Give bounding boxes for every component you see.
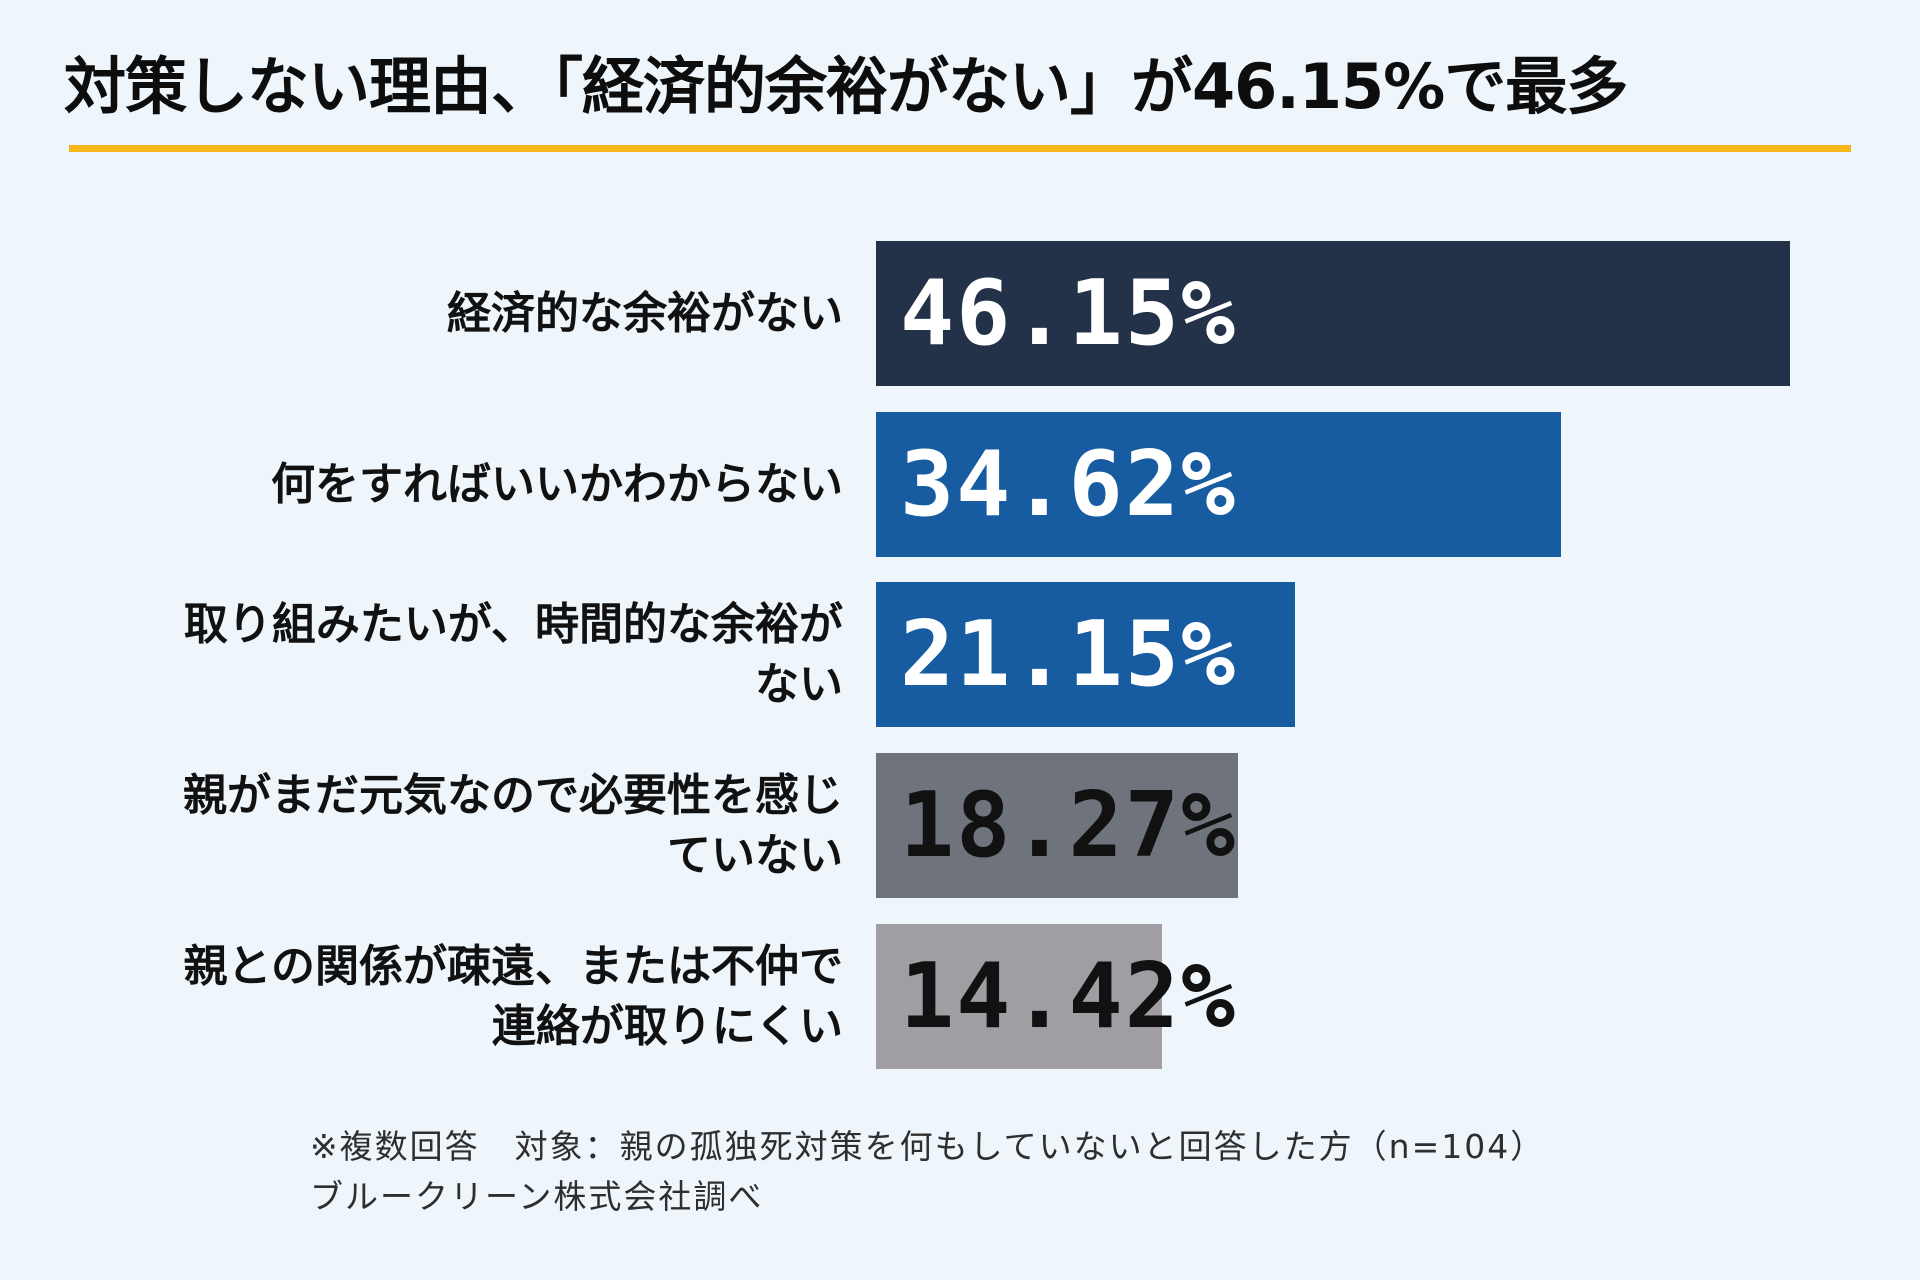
bar (876, 924, 1162, 1069)
bar-label: 取り組みたいが、時間的な余裕が ない (183, 598, 843, 710)
bar-value: 46.15% (900, 261, 1238, 366)
bar (876, 241, 1790, 386)
bar-value: 21.15% (900, 602, 1238, 707)
footnote: ※複数回答 対象：親の孤独死対策を何もしていないと回答した方（n=104） ブル… (310, 1122, 1545, 1222)
bar-row: 親との関係が疎遠、または不仲で 連絡が取りにくい 14.42% (0, 924, 1920, 1069)
footnote-note: ※複数回答 対象：親の孤独死対策を何もしていないと回答した方（n=104） (310, 1127, 1546, 1166)
bar-row: 何をすればいいかわからない 34.62% (0, 412, 1920, 557)
bar-label: 親がまだ元気なので必要性を感じ ていない (183, 769, 843, 881)
page-title: 対策しない理由、「経済的余裕がない」が46.15%で最多 (64, 50, 1628, 123)
bar (876, 582, 1295, 727)
bar-value: 14.42% (900, 944, 1238, 1049)
bar-value: 18.27% (900, 773, 1238, 878)
bar-row: 取り組みたいが、時間的な余裕が ない 21.15% (0, 582, 1920, 727)
bar (876, 412, 1561, 557)
bar-row: 経済的な余裕がない 46.15% (0, 241, 1920, 386)
bar-label: 何をすればいいかわからない (271, 458, 843, 510)
bar-value: 34.62% (900, 432, 1238, 537)
title-underline (69, 145, 1851, 152)
bar-row: 親がまだ元気なので必要性を感じ ていない 18.27% (0, 753, 1920, 898)
bar (876, 753, 1238, 898)
bar-label: 経済的な余裕がない (447, 287, 843, 339)
footnote-source: ブルークリーン株式会社調べ (310, 1177, 764, 1216)
bar-label: 親との関係が疎遠、または不仲で 連絡が取りにくい (183, 940, 843, 1052)
